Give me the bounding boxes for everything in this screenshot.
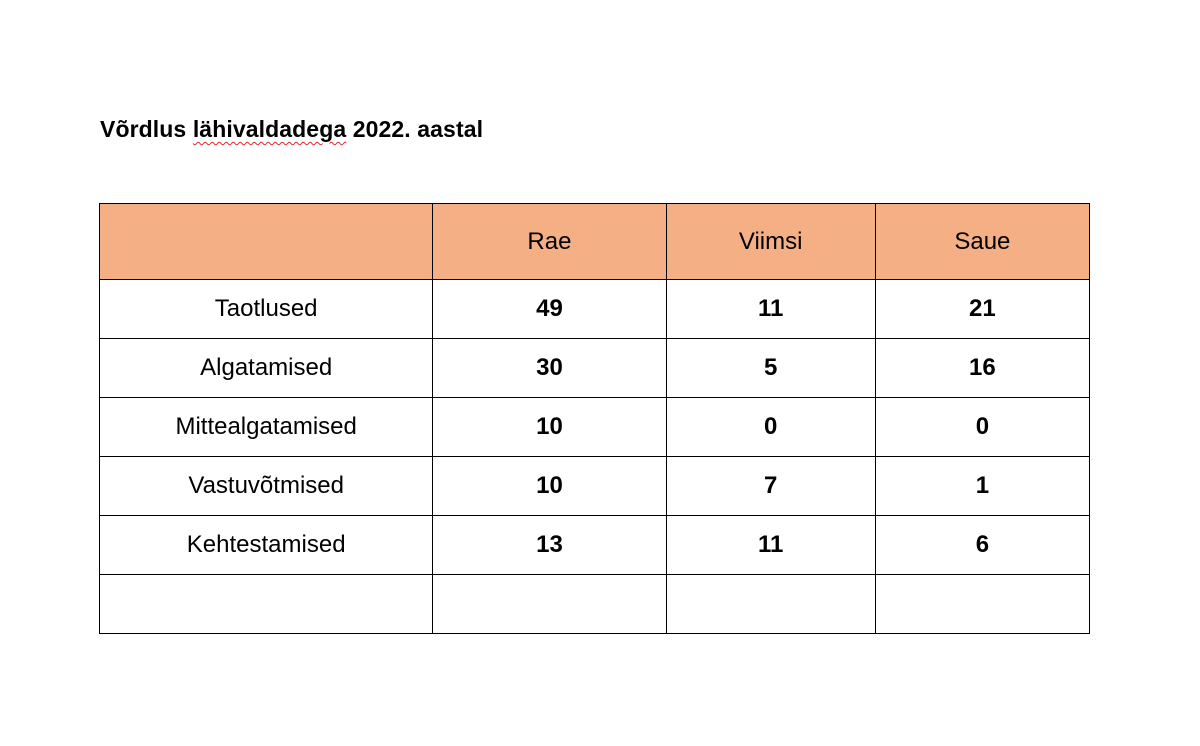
table-row: Algatamised 30 5 16	[98, 338, 1091, 398]
cell-rae: 10	[432, 456, 667, 516]
cell-saue: 0	[874, 397, 1091, 457]
cell-viimsi: 11	[665, 515, 876, 575]
table-row: Vastuvõtmised 10 7 1	[98, 456, 1091, 516]
header-cell-rae: Rae	[432, 203, 667, 280]
cell-rae: 30	[432, 338, 667, 398]
table-header-row: Rae Viimsi Saue	[98, 203, 1091, 280]
header-cell-saue: Saue	[874, 203, 1091, 280]
cell-rae	[432, 574, 667, 634]
title-part-2: 2022. aastal	[346, 116, 484, 142]
row-label: Vastuvõtmised	[98, 456, 434, 516]
cell-rae: 13	[432, 515, 667, 575]
cell-saue: 21	[874, 279, 1091, 339]
cell-saue: 6	[874, 515, 1091, 575]
row-label: Mittealgatamised	[98, 397, 434, 457]
header-cell-viimsi: Viimsi	[665, 203, 876, 280]
cell-viimsi: 7	[665, 456, 876, 516]
table-row-empty	[98, 574, 1091, 634]
cell-viimsi: 11	[665, 279, 876, 339]
cell-saue: 1	[874, 456, 1091, 516]
row-label	[98, 574, 434, 634]
cell-viimsi	[665, 574, 876, 634]
cell-saue: 16	[874, 338, 1091, 398]
row-label: Taotlused	[98, 279, 434, 339]
document-title: Võrdlus lähivaldadega 2022. aastal	[100, 116, 483, 143]
header-cell-empty	[98, 203, 434, 280]
comparison-table: Rae Viimsi Saue Taotlused 49 11 21 Algat…	[98, 203, 1091, 634]
cell-viimsi: 5	[665, 338, 876, 398]
table-row: Taotlused 49 11 21	[98, 279, 1091, 339]
table-row: Mittealgatamised 10 0 0	[98, 397, 1091, 457]
cell-rae: 49	[432, 279, 667, 339]
cell-rae: 10	[432, 397, 667, 457]
row-label: Kehtestamised	[98, 515, 434, 575]
table-row: Kehtestamised 13 11 6	[98, 515, 1091, 575]
cell-saue	[874, 574, 1091, 634]
title-part-1: Võrdlus	[100, 116, 193, 142]
row-label: Algatamised	[98, 338, 434, 398]
title-spellcheck-word: lähivaldadega	[192, 116, 347, 142]
cell-viimsi: 0	[665, 397, 876, 457]
